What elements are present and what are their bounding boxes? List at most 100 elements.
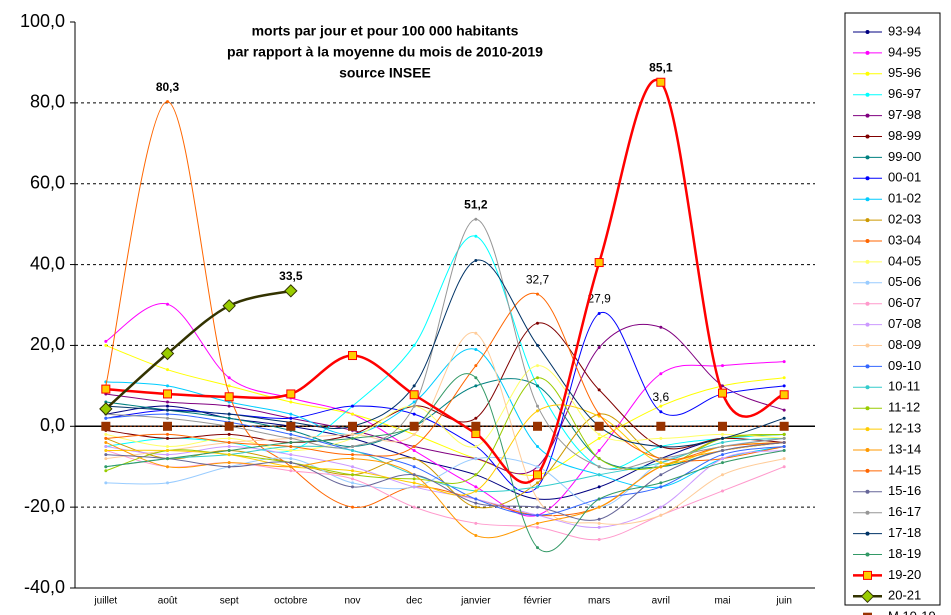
data-point [721, 473, 724, 477]
data-point [597, 457, 601, 461]
legend-label: 18-19 [888, 546, 921, 561]
data-point [782, 440, 786, 444]
data-point [166, 408, 169, 412]
data-point [656, 421, 666, 431]
data-point [163, 421, 172, 431]
data-point [166, 445, 169, 448]
legend-marker [865, 71, 870, 76]
legend-marker [865, 489, 870, 494]
legend-label: 00-01 [888, 170, 921, 185]
legend-marker [865, 385, 870, 390]
data-point [474, 384, 478, 388]
data-point [289, 457, 293, 461]
legend-marker [865, 155, 870, 160]
data-label: 80,3 [156, 80, 180, 94]
y-tick-label: 100,0 [20, 11, 65, 31]
data-point [533, 470, 542, 480]
data-point [166, 384, 169, 388]
legend-marker [865, 468, 870, 473]
data-point [782, 408, 786, 412]
y-tick-label: 80,0 [30, 92, 65, 112]
data-point [659, 465, 663, 469]
legend-marker [865, 92, 870, 97]
data-point [721, 432, 724, 436]
legend-marker [865, 113, 870, 118]
data-point [351, 449, 354, 453]
data-point [101, 421, 111, 431]
legend-label: 02-03 [888, 212, 921, 227]
legend-marker [865, 30, 870, 34]
legend-marker [865, 427, 870, 432]
data-point [166, 457, 169, 461]
data-point [597, 505, 601, 509]
data-point [597, 345, 601, 349]
chart-title: source INSEE [339, 65, 431, 81]
data-point [163, 389, 172, 399]
data-point [721, 453, 724, 457]
data-point [659, 372, 663, 376]
data-point [104, 416, 108, 420]
data-point [536, 465, 539, 469]
data-point [474, 347, 478, 351]
data-point [597, 412, 601, 416]
data-point [348, 421, 357, 431]
data-point [289, 412, 293, 416]
data-point [104, 436, 108, 440]
y-tick-label: 20,0 [30, 334, 65, 354]
data-point [412, 473, 416, 477]
data-point [412, 412, 416, 416]
y-tick-label: -20,0 [24, 496, 65, 516]
data-point [474, 505, 478, 509]
legend-label: 06-07 [888, 295, 921, 310]
x-tick-label: avril [652, 596, 670, 607]
data-point [412, 481, 416, 485]
y-tick-label: 0,0 [40, 415, 65, 435]
legend-label: 13-14 [888, 441, 921, 456]
data-point [659, 404, 663, 408]
data-point [289, 416, 293, 420]
data-point [227, 432, 231, 436]
data-point [166, 404, 169, 408]
data-point [289, 465, 293, 469]
data-point [721, 440, 724, 444]
data-point [721, 489, 724, 493]
data-point [286, 389, 296, 399]
chart-title: morts par jour et pour 100 000 habitants [252, 23, 519, 39]
data-point [166, 100, 169, 104]
data-point [659, 457, 663, 461]
data-point [412, 400, 416, 404]
data-point [227, 449, 231, 453]
data-point [289, 432, 293, 436]
data-point [659, 410, 663, 414]
data-point [104, 465, 108, 469]
data-point [104, 343, 108, 347]
data-point [536, 384, 539, 388]
data-point [474, 416, 478, 420]
data-point [412, 404, 416, 408]
data-point [222, 299, 236, 313]
data-point [412, 485, 416, 489]
data-point [474, 533, 478, 537]
data-point [597, 473, 601, 477]
data-point [351, 445, 354, 448]
data-point [166, 432, 169, 436]
y-tick-label: 40,0 [30, 253, 65, 273]
data-point [718, 388, 727, 398]
legend-marker [865, 510, 870, 515]
data-point [289, 461, 293, 465]
data-point [536, 485, 539, 489]
legend-label: 16-17 [888, 504, 921, 519]
data-point [782, 449, 786, 453]
data-point [227, 445, 231, 448]
data-point [536, 364, 539, 368]
legend-label: 19-20 [888, 567, 921, 582]
legend-marker [865, 531, 870, 536]
data-point [166, 453, 169, 457]
data-point [597, 388, 601, 392]
data-point [536, 445, 539, 448]
data-point [536, 321, 539, 325]
legend-marker [865, 197, 870, 202]
x-tick-label: mai [714, 596, 730, 607]
data-point [597, 311, 601, 315]
legend-label: 05-06 [888, 274, 921, 289]
